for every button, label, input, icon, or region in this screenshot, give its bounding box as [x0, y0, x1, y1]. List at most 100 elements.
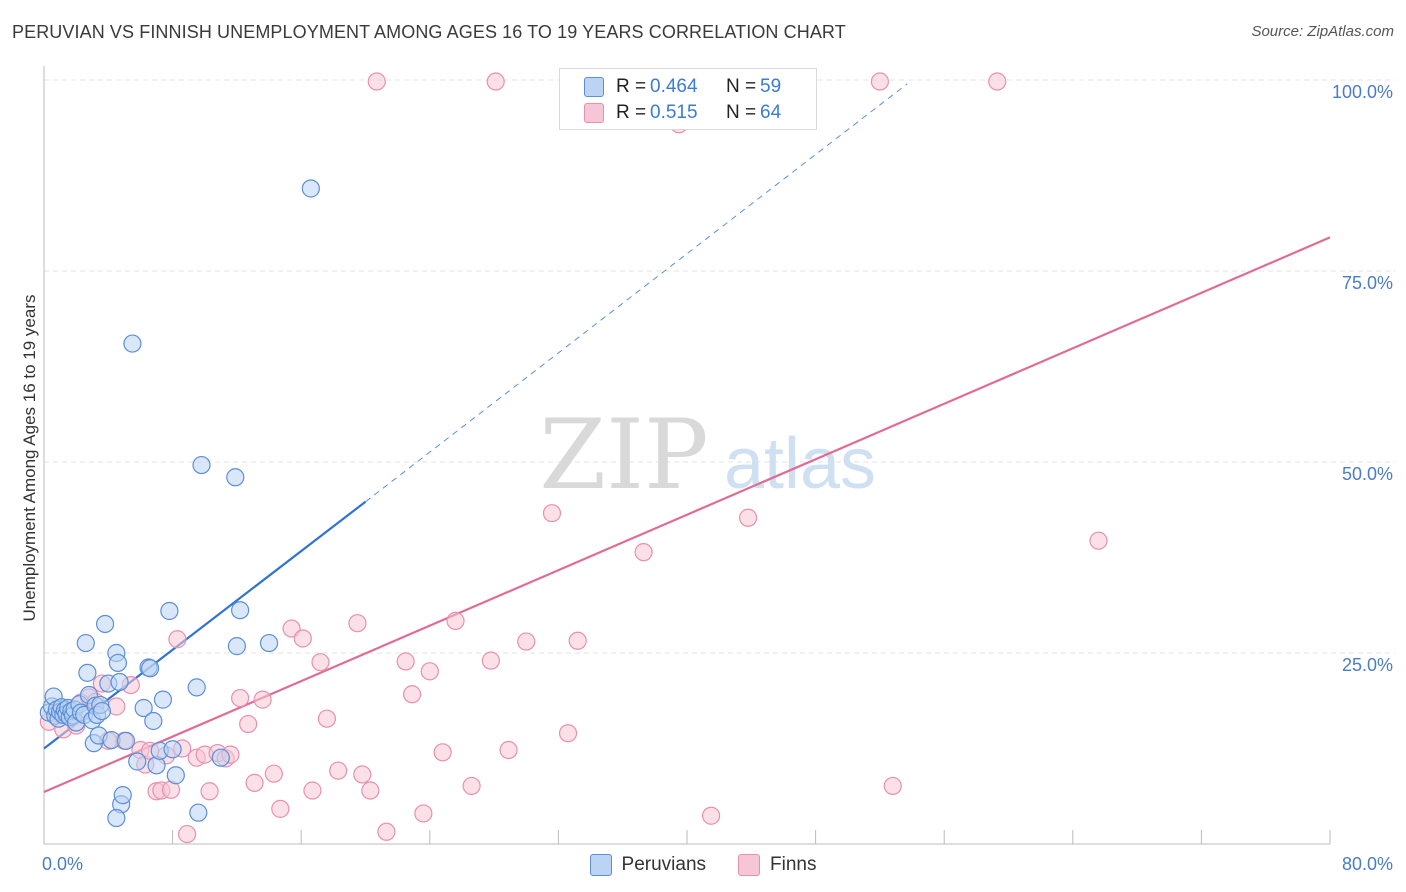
peruvian-point [160, 601, 179, 621]
finn-point [311, 653, 330, 672]
y-tick-label: 75.0% [1342, 273, 1393, 293]
n-value: 64 [760, 102, 782, 123]
finn-point [634, 543, 653, 562]
peruvian-point [301, 179, 320, 198]
finn-point [414, 804, 433, 823]
finn-point [738, 508, 758, 527]
finn-point [264, 764, 283, 783]
finn-point [168, 630, 187, 649]
peruvian-point [110, 672, 129, 692]
peruvian-point [113, 786, 132, 805]
finn-point [433, 743, 452, 762]
legend-item-peruvians[interactable]: Peruvians [589, 854, 707, 876]
peruvians-swatch [589, 854, 612, 876]
peruvian-point [78, 663, 97, 682]
finn-point [486, 72, 505, 91]
n-label: N = [726, 102, 757, 123]
finn-point [702, 806, 721, 825]
watermark-zip: ZIP [539, 399, 708, 511]
finn-point [245, 773, 264, 792]
finn-point [558, 724, 578, 743]
finn-point [568, 631, 587, 650]
y-axis-label: Unemployment Among Ages 16 to 19 years [20, 294, 39, 622]
peruvian-point [163, 740, 182, 759]
x-tick-label: 0.0% [42, 854, 83, 874]
finn-point [177, 824, 197, 844]
peruvian-point [108, 653, 128, 673]
peruvian-point [144, 711, 163, 731]
chart-title: PERUVIAN VS FINNISH UNEMPLOYMENT AMONG A… [12, 22, 846, 42]
peruvian-point [92, 701, 111, 721]
finn-point [988, 72, 1007, 91]
finn-point [200, 782, 219, 801]
finn-point [293, 629, 312, 648]
finn-point [231, 688, 250, 708]
peruvian-point [192, 455, 211, 475]
finn-point [517, 632, 536, 651]
stats-legend: R = 0.464 N = 59 R = 0.515 N = 64 [559, 68, 817, 130]
finn-point [1089, 531, 1108, 550]
r-value: 0.515 [650, 102, 698, 123]
stats-row-peruvians: R = 0.464 N = 59 [584, 74, 781, 100]
peruvian-point [140, 659, 160, 678]
n-label: N = [726, 76, 757, 97]
finn-point [348, 614, 367, 633]
peruvian-point [226, 468, 245, 487]
y-tick-label: 100.0% [1332, 82, 1393, 102]
finn-point [361, 781, 380, 800]
finn-point [303, 781, 322, 800]
peruvian-point [153, 690, 173, 709]
finn-point [253, 690, 272, 709]
peruvian-point [189, 803, 208, 822]
finn-point [396, 652, 415, 671]
x-tick-label: 80.0% [1342, 854, 1393, 874]
finn-point [870, 72, 890, 91]
finn-point [353, 765, 372, 784]
r-label: R = [616, 76, 647, 97]
finns-swatch [584, 103, 604, 123]
finn-point [367, 72, 386, 91]
finns-trend-line [43, 236, 1331, 794]
peruvian-point [128, 752, 147, 771]
grid-lines [44, 79, 1395, 654]
finn-point [403, 685, 422, 704]
legend-label: Peruvians [621, 854, 707, 875]
finn-point [271, 799, 290, 818]
peruvian-point [187, 678, 206, 697]
finn-point [329, 761, 348, 780]
finn-point [542, 504, 562, 523]
peruvians-swatch [584, 77, 604, 97]
finn-point [377, 822, 396, 841]
peruvian-point [259, 633, 279, 653]
finn-point [462, 776, 481, 796]
finn-point [481, 651, 500, 670]
peruvian-point [123, 334, 142, 353]
r-label: R = [616, 102, 647, 123]
peruvian-point [227, 637, 246, 656]
peruvians-trend-extension [365, 83, 908, 503]
peruvian-point [116, 731, 136, 750]
finn-point [883, 776, 902, 796]
finn-point [317, 709, 337, 728]
peruvian-point [134, 698, 153, 718]
finn-point [499, 740, 518, 760]
stats-row-finns: R = 0.515 N = 64 [584, 100, 781, 126]
peruvian-point [166, 766, 185, 785]
legend-label: Finns [770, 854, 817, 875]
n-value: 59 [760, 76, 782, 97]
peruvian-point [211, 748, 230, 767]
finn-point [446, 611, 465, 631]
peruvian-point [231, 601, 250, 620]
peruvian-point [95, 614, 115, 634]
finn-point [239, 714, 258, 734]
y-tick-label: 25.0% [1342, 655, 1393, 675]
finn-point [420, 662, 439, 681]
data-points [39, 72, 1108, 844]
y-tick-label: 50.0% [1342, 464, 1393, 484]
watermark-atlas: atlas [724, 424, 876, 504]
legend-item-finns[interactable]: Finns [738, 854, 816, 876]
peruvian-point [76, 633, 95, 653]
tick-labels: 25.0% 50.0% 75.0% 100.0% 0.0% 80.0% [42, 82, 1393, 874]
finns-swatch [738, 854, 761, 876]
